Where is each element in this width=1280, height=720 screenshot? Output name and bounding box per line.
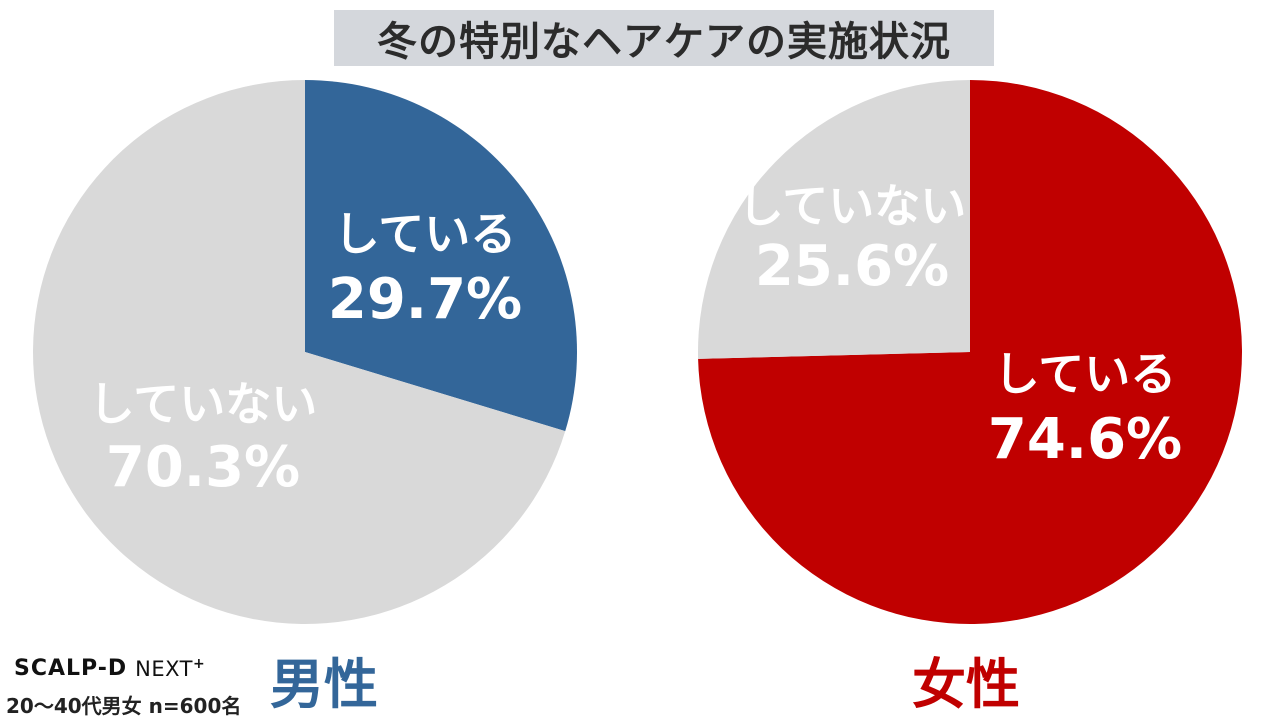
logo-sub-word: NEXT — [135, 656, 193, 681]
logo-plus: + — [193, 655, 206, 672]
slice-label-1-0: している — [994, 347, 1177, 401]
slice-label-0-1: していない — [89, 377, 318, 431]
pie-slice-0-0 — [305, 80, 577, 432]
female-chart-name: 女性 — [912, 653, 1020, 716]
survey-note: 20～40代男女 n=600名 — [6, 694, 242, 718]
male-chart-name: 男性 — [270, 653, 378, 716]
logo-main-text: SCALP-D — [14, 655, 128, 681]
chart-title: 冬の特別なヘアケアの実施状況 — [377, 19, 951, 65]
slice-value-1-0: 74.6% — [988, 407, 1182, 472]
pie-slice-1-0 — [698, 80, 1242, 624]
pie-slice-0-1 — [33, 80, 566, 624]
slice-value-0-1: 70.3% — [106, 435, 300, 500]
slice-value-1-1: 25.6% — [755, 234, 949, 299]
slice-label-0-0: している — [334, 207, 517, 261]
chart-title-bar: 冬の特別なヘアケアの実施状況 — [334, 10, 994, 66]
pie-slice-1-1 — [698, 80, 970, 359]
logo-sub-text: NEXT+ — [135, 656, 205, 681]
slice-value-0-0: 29.7% — [328, 267, 522, 332]
brand-logo: SCALP-D NEXT+ — [14, 650, 205, 686]
slice-label-1-1: していない — [738, 179, 967, 233]
